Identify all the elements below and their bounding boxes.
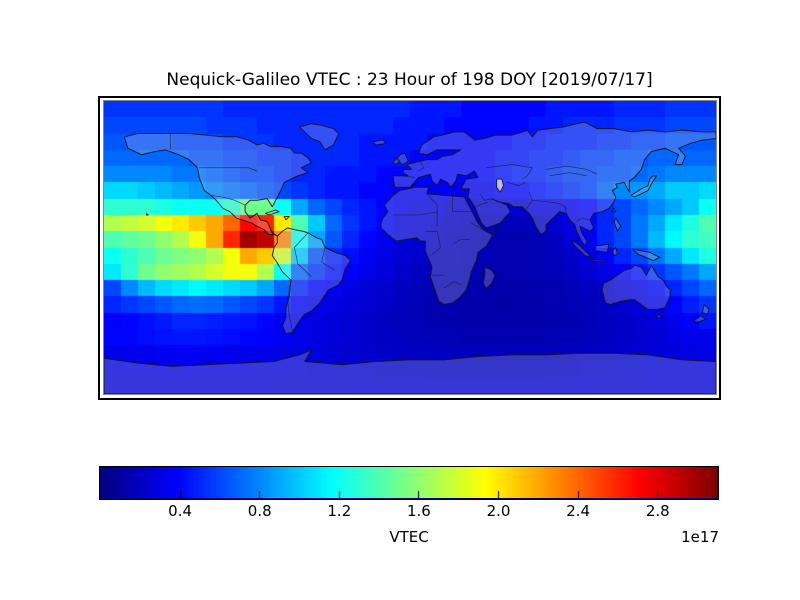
colorbar-tick-label: 2.4 [566,502,591,520]
eurasia-landmass [393,122,716,246]
colorbar-offset-label: 1e17 [681,528,719,546]
north-america-landmass [124,134,311,237]
new-zealand-north-landmass [702,304,709,314]
colorbar-tick-label: 1.2 [327,502,352,520]
country-borders [170,134,597,333]
colorbar-gradient-canvas [100,467,717,498]
java-landmass [590,259,605,262]
colorbar-tick-label: 0.4 [168,502,193,520]
map-area [103,100,717,395]
colorbar-tick-label: 0.8 [247,502,272,520]
philippines-landmass [614,218,621,231]
greenland-landmass [300,124,339,150]
new-zealand-south-landmass [694,316,706,323]
colorbar-axis-label: VTEC [389,528,429,546]
taiwan-landmass [612,208,615,211]
vtec-heatmap-canvas [104,101,716,394]
sulawesi-landmass [612,248,617,256]
hispaniola-landmass [284,217,289,220]
tasmania-landmass [657,314,662,317]
hawaii-landmass [147,213,149,215]
caspian-sea [497,179,504,192]
iceland-landmass [373,140,387,145]
chart-title: Nequick-Galileo VTEC : 23 Hour of 198 DO… [166,70,653,90]
japan-landmass [631,176,657,197]
colorbar-tick-label: 1.6 [407,502,431,520]
colorbar-tick-label: 2.8 [645,502,670,520]
ireland-landmass [393,158,400,165]
cuba-landmass [266,210,280,215]
madagascar-landmass [483,267,495,288]
antarctica-landmass [104,350,716,394]
world-map-overlay [104,101,716,394]
australia-landmass [602,265,670,309]
colorbar [99,466,719,500]
coastlines [104,122,716,394]
borneo-landmass [595,244,609,252]
south-america-landmass [272,228,350,334]
new-guinea-landmass [633,249,660,260]
africa-landmass [381,187,497,304]
sumatra-landmass [572,239,591,257]
colorbar-tick-label: 2.0 [486,502,511,520]
